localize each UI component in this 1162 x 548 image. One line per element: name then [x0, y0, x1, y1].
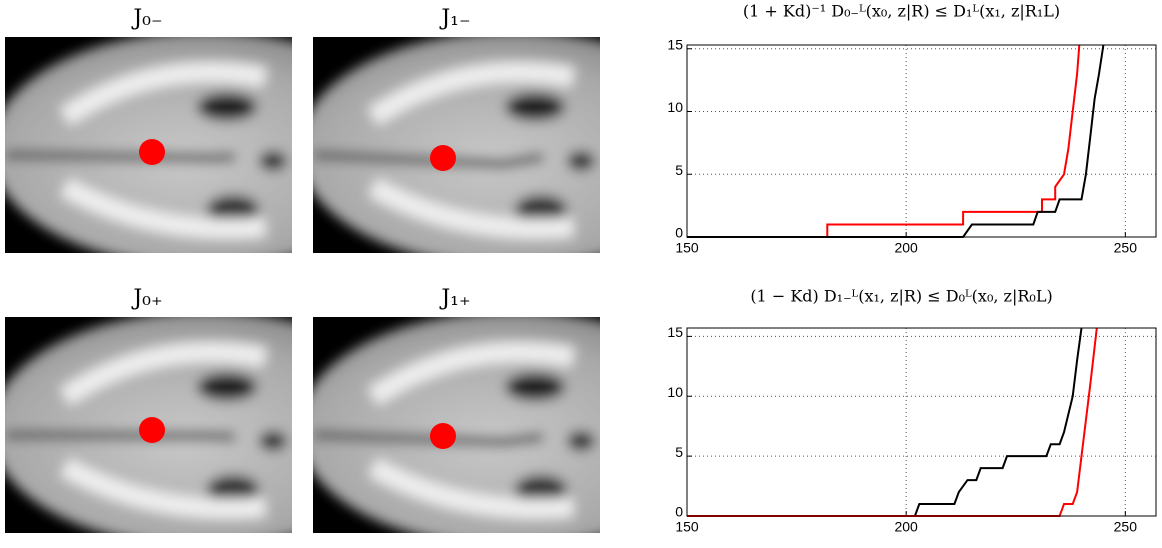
brain: [313, 317, 600, 533]
ventricle: [197, 373, 257, 401]
fissure: [5, 150, 236, 163]
y-tick-label: 15: [667, 324, 683, 340]
brain-image: [313, 37, 600, 253]
brain-image: [5, 317, 292, 533]
ventricle: [567, 431, 595, 451]
plot-frame: [686, 44, 1157, 238]
y-tick-label: 10: [667, 99, 683, 115]
marker: [430, 145, 456, 171]
data-line: [687, 44, 1081, 238]
chart-title: (1 + Kd)⁻¹ D₀₋ᴸ(x₀, z|R) ≤ D₁ᴸ(x₁, z|R₁L…: [743, 2, 1060, 21]
x-tick-label: 250: [1114, 519, 1138, 535]
y-tick-label: 0: [675, 225, 683, 241]
x-tick-label: 150: [675, 240, 699, 256]
x-tick-label: 200: [894, 240, 918, 256]
plot-area: [687, 45, 1156, 237]
fissure: [5, 430, 236, 442]
ventricle: [259, 431, 287, 451]
image-label: J₀₋: [131, 6, 162, 31]
y-tick-label: 5: [675, 444, 683, 460]
image-label: J₀₊: [131, 286, 162, 311]
ventricle: [567, 151, 595, 171]
ventricle: [197, 93, 257, 121]
white-matter: [59, 62, 267, 239]
white-matter: [367, 62, 575, 239]
data-line: [687, 327, 1098, 517]
ventricle: [505, 373, 565, 401]
y-tick-label: 10: [667, 384, 683, 400]
image-label: J₁₊: [439, 286, 470, 311]
image-label: J₁₋: [439, 6, 470, 31]
ventricle: [207, 195, 259, 223]
ventricle: [259, 151, 287, 171]
data-line: [687, 44, 1105, 238]
marker: [139, 139, 165, 165]
white-matter: [367, 342, 575, 519]
ventricle: [505, 93, 565, 121]
fissure: [313, 430, 544, 447]
marker: [139, 417, 165, 443]
ventricle: [515, 195, 567, 223]
ventricle: [515, 475, 567, 503]
y-tick-label: 5: [675, 162, 683, 178]
brain: [313, 37, 600, 253]
marker: [430, 423, 456, 449]
plot-frame: [686, 327, 1157, 517]
x-tick-label: 200: [894, 519, 918, 535]
brain-image: [5, 37, 292, 253]
y-tick-label: 15: [667, 36, 683, 52]
white-matter: [59, 342, 267, 519]
y-tick-label: 0: [675, 504, 683, 520]
chart-title: (1 − Kd) D₁₋ᴸ(x₁, z|R) ≤ D₀ᴸ(x₀, z|R₀L): [750, 287, 1052, 306]
fissure: [313, 150, 544, 169]
x-tick-label: 150: [675, 519, 699, 535]
brain-image: [313, 317, 600, 533]
data-line: [687, 327, 1083, 517]
x-tick-label: 250: [1114, 240, 1138, 256]
ventricle: [207, 475, 259, 503]
